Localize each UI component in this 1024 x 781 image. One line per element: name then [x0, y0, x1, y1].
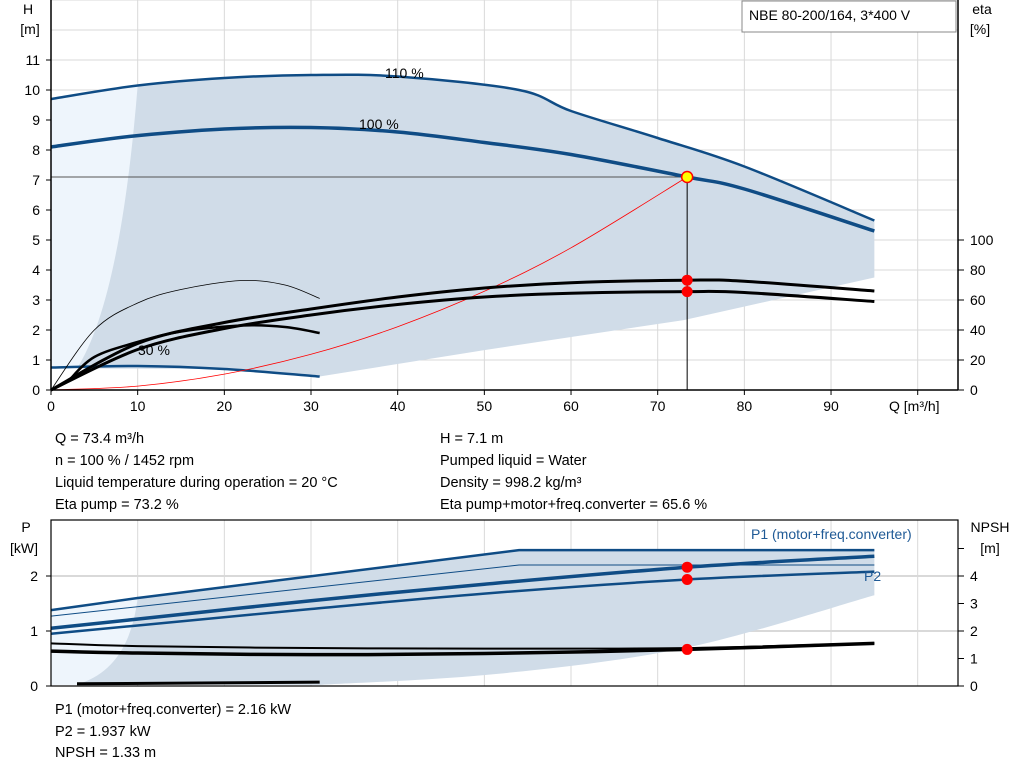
- head-efficiency-chart: H [m] eta [%] 0 1 2 3 4 5 6 7 8 9 10 11 0 20 40 60 80 100 0 10 2…: [20, 0, 994, 414]
- x-tick-label: 30: [303, 398, 319, 414]
- info-temperature: Liquid temperature during operation = 20…: [55, 475, 338, 491]
- y2-axis-unit: [%]: [970, 21, 990, 37]
- info-head: H = 7.1 m: [440, 431, 504, 447]
- y-tick-label: 0: [32, 382, 40, 398]
- y-tick-label: 1: [32, 352, 40, 368]
- y2-tick-label: 80: [970, 262, 986, 278]
- operating-range-area: [77, 74, 875, 377]
- y-tick-label: 0: [30, 678, 38, 694]
- system-curve: [50, 176, 688, 391]
- x-tick-label: 80: [737, 398, 753, 414]
- y2-tick-label: 0: [970, 382, 978, 398]
- y-axis-label: H: [23, 1, 33, 17]
- y-tick-label: 11: [25, 52, 40, 68]
- y2-tick-label: 3: [970, 596, 978, 612]
- y2-tick-label: 100: [970, 232, 994, 248]
- x-tick-label: 20: [217, 398, 233, 414]
- y2-axis-label: eta: [972, 1, 992, 17]
- y2-tick-label: 4: [970, 568, 978, 584]
- y-tick-label: 2: [30, 568, 38, 584]
- duty-point-marker: [680, 170, 694, 184]
- y-tick-label: 2: [32, 322, 40, 338]
- eta-total-curve: [50, 289, 875, 392]
- eta-30-percent-curve: [67, 323, 320, 382]
- info-p2: P2 = 1.937 kW: [55, 724, 151, 740]
- info-p1: P1 (motor+freq.converter) = 2.16 kW: [55, 702, 292, 718]
- y-axis-unit: [m]: [20, 21, 39, 37]
- operating-range-area: [77, 550, 875, 685]
- p2-curve: [50, 570, 875, 635]
- chart-title: NBE 80-200/164, 3*400 V: [749, 7, 911, 23]
- legend-p1: P1 (motor+freq.converter): [751, 526, 912, 542]
- p-30-percent-curve: [76, 680, 320, 686]
- info-eta-total: Eta pump+motor+freq.converter = 65.6 %: [440, 497, 708, 513]
- p1-110-percent-curve: [50, 548, 875, 612]
- npsh-curve: [50, 641, 875, 657]
- x-tick-label: 0: [47, 398, 55, 414]
- duty-marker-eta-total: [681, 286, 693, 298]
- y2-tick-label: 40: [970, 322, 986, 338]
- legend-p2: P2: [864, 568, 881, 584]
- y-tick-label: 8: [32, 142, 40, 158]
- info-eta-pump: Eta pump = 73.2 %: [55, 497, 179, 513]
- info-flow: Q = 73.4 m³/h: [55, 431, 145, 447]
- y-tick-label: 5: [32, 232, 40, 248]
- duty-marker-p1: [681, 561, 693, 573]
- chart-labels: NBE 80-200/164, 3*400 V Q [m³/h] 110 % 1…: [138, 0, 957, 584]
- curve-label-100: 100 %: [359, 116, 399, 132]
- y-tick-label: 4: [32, 262, 40, 278]
- y2-axis-label: NPSH: [971, 519, 1010, 535]
- x-tick-label: 60: [563, 398, 579, 414]
- info-speed: n = 100 % / 1452 rpm: [55, 453, 195, 469]
- curve-110-percent: [50, 73, 875, 222]
- curve-label-30: 30 %: [138, 342, 170, 358]
- y-tick-label: 7: [32, 172, 40, 188]
- power-npsh-chart: P [kW] NPSH [m] 0 1 2 0 1 2 3 4: [10, 519, 1009, 694]
- p2-110-percent-curve: [50, 564, 875, 617]
- y-tick-label: 1: [30, 623, 38, 639]
- x-axis-label: Q [m³/h]: [889, 398, 940, 414]
- y2-tick-label: 60: [970, 292, 986, 308]
- info-npsh: NPSH = 1.33 m: [55, 745, 157, 761]
- eta-min-speed-curve: [50, 279, 320, 391]
- y-axis-label: P: [21, 519, 30, 535]
- y2-tick-label: 20: [970, 352, 986, 368]
- duty-marker-npsh: [681, 643, 693, 655]
- title-box: [741, 0, 957, 33]
- y-axis-unit: [kW]: [10, 540, 38, 556]
- duty-marker-eta-pump: [681, 274, 693, 286]
- y2-tick-label: 2: [970, 623, 978, 639]
- y-tick-label: 9: [32, 112, 40, 128]
- x-tick-label: 70: [650, 398, 666, 414]
- curve-label-110: 110 %: [385, 65, 424, 81]
- y2-tick-label: 0: [970, 678, 978, 694]
- duty-marker-p2: [681, 573, 693, 585]
- y-tick-label: 6: [32, 202, 40, 218]
- curve-100-percent: [50, 125, 875, 233]
- x-tick-label: 50: [477, 398, 493, 414]
- y-tick-label: 10: [24, 82, 40, 98]
- info-density: Density = 998.2 kg/m³: [440, 475, 582, 491]
- y2-tick-label: 1: [970, 651, 978, 667]
- x-tick-label: 90: [823, 398, 839, 414]
- y2-axis-unit: [m]: [980, 540, 999, 556]
- info-liquid: Pumped liquid = Water: [440, 453, 587, 469]
- x-tick-label: 10: [130, 398, 146, 414]
- x-tick-label: 40: [390, 398, 406, 414]
- y-tick-label: 3: [32, 292, 40, 308]
